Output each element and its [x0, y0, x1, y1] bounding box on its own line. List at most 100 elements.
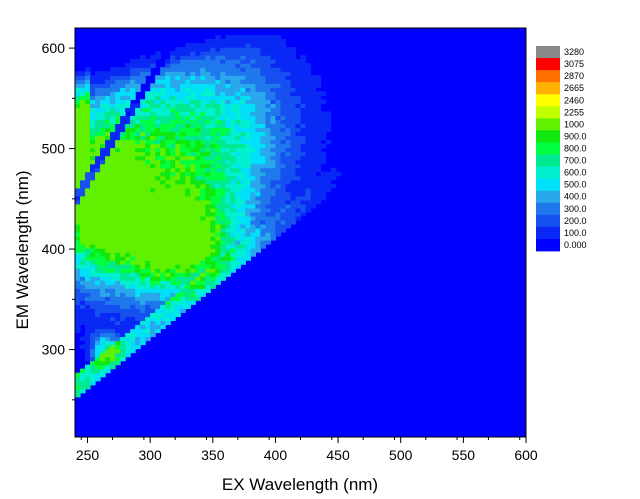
heatmap-cell [295, 203, 302, 209]
heatmap-cell [275, 43, 282, 48]
heatmap-cell [155, 91, 161, 96]
heatmap-cell [195, 99, 201, 104]
heatmap-cell [280, 87, 287, 92]
heatmap-cell [280, 95, 287, 100]
heatmap-cell [295, 187, 302, 193]
heatmap-cell [325, 111, 332, 117]
heatmap-cell [110, 115, 116, 121]
heatmap-cell [255, 83, 262, 88]
heatmap-cell [235, 236, 241, 241]
heatmap-cell [190, 63, 196, 68]
heatmap-cell [305, 191, 312, 197]
heatmap-cell [80, 99, 86, 104]
heatmap-cell [260, 63, 267, 68]
heatmap-cell [240, 171, 246, 177]
heatmap-cell [330, 183, 337, 189]
heatmap-cell [80, 312, 86, 318]
x-tick-label: 300 [138, 447, 162, 463]
heatmap-cell [75, 171, 81, 177]
heatmap-cell [100, 115, 106, 121]
heatmap-cell [230, 179, 236, 185]
heatmap-cell [75, 372, 81, 378]
heatmap-cell [75, 147, 81, 153]
heatmap-cell [145, 211, 151, 217]
heatmap-cell [265, 107, 272, 113]
colorbar-label: 3280 [564, 47, 584, 57]
heatmap-cell [225, 264, 231, 269]
heatmap-cell [140, 211, 146, 217]
heatmap-cell [265, 123, 272, 129]
heatmap-cell [95, 123, 101, 129]
heatmap-cell [95, 119, 101, 125]
heatmap-cell [85, 256, 91, 261]
heatmap-cell [190, 167, 196, 173]
heatmap-cell [185, 147, 191, 153]
heatmap-cell [130, 344, 136, 350]
heatmap-cell [185, 276, 191, 281]
heatmap-cell [130, 260, 136, 265]
heatmap-cell [265, 223, 272, 229]
heatmap-cell [160, 119, 166, 125]
heatmap-cell [110, 352, 116, 358]
heatmap-cell [255, 207, 262, 213]
heatmap-cell [300, 175, 307, 181]
heatmap-cell [130, 111, 136, 117]
heatmap-cell [305, 123, 312, 129]
heatmap-cell [205, 219, 211, 225]
heatmap-cell [90, 211, 96, 217]
heatmap-cell [305, 127, 312, 133]
heatmap-cell [270, 103, 277, 108]
heatmap-cell [195, 167, 201, 173]
heatmap-cell [125, 268, 131, 273]
heatmap-cell [295, 127, 302, 133]
heatmap-cell [260, 59, 267, 64]
heatmap-cell [310, 127, 317, 133]
heatmap-cell [180, 232, 186, 237]
heatmap-cell [135, 83, 141, 88]
heatmap-cell [260, 103, 267, 108]
heatmap-cell [220, 175, 226, 181]
heatmap-cell [180, 127, 186, 133]
heatmap-cell [170, 316, 176, 322]
heatmap-cell [130, 139, 136, 145]
heatmap-cell [310, 155, 317, 161]
heatmap-cell [185, 252, 191, 257]
heatmap-cell [220, 236, 226, 241]
heatmap-cell [225, 127, 231, 133]
heatmap-cell [285, 95, 292, 100]
heatmap-cell [270, 175, 277, 181]
heatmap-cell [75, 71, 81, 76]
heatmap-cell [125, 296, 131, 301]
heatmap-cell [270, 203, 277, 209]
heatmap-cell [160, 280, 166, 285]
heatmap-cell [90, 199, 96, 205]
heatmap-cell [85, 276, 91, 281]
heatmap-cell [180, 59, 186, 64]
heatmap-cell [90, 163, 96, 169]
heatmap-cell [315, 95, 322, 100]
heatmap-cell [230, 167, 236, 173]
heatmap-cell [205, 103, 211, 108]
heatmap-cell [260, 167, 267, 173]
heatmap-cell [205, 87, 211, 92]
heatmap-cell [255, 95, 262, 100]
heatmap-cell [160, 115, 166, 121]
heatmap-cell [260, 67, 267, 72]
heatmap-cell [95, 348, 101, 354]
heatmap-cell [80, 127, 86, 133]
heatmap-cell [285, 223, 292, 229]
heatmap-cell [185, 99, 191, 104]
heatmap-cell [160, 256, 166, 261]
heatmap-cell [95, 203, 101, 209]
heatmap-cell [280, 179, 287, 185]
heatmap-cell [100, 320, 106, 326]
heatmap-cell [185, 43, 191, 48]
heatmap-cell [205, 236, 211, 241]
heatmap-cell [260, 187, 267, 193]
heatmap-cell [120, 87, 126, 92]
heatmap-cell [270, 35, 277, 40]
heatmap-cell [180, 264, 186, 269]
heatmap-cell [185, 296, 191, 301]
heatmap-cell [120, 155, 126, 161]
heatmap-cell [90, 376, 96, 382]
